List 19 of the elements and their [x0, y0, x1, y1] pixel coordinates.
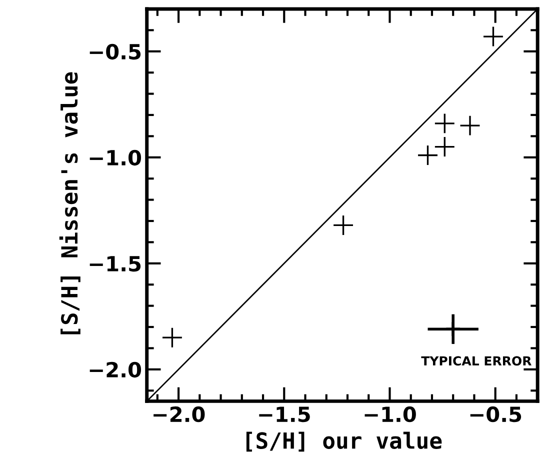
- x-tick-label: −1.0: [364, 406, 416, 422]
- point: [162, 327, 183, 348]
- point: [434, 112, 456, 134]
- point: [417, 144, 438, 166]
- point: [332, 214, 354, 236]
- y-axis-title: [S/H] Nissen's value: [59, 72, 80, 334]
- x-tick-label: −0.5: [470, 406, 522, 422]
- x-tick-label: −1.5: [259, 406, 310, 422]
- point: [434, 136, 456, 158]
- y-tick-label: −0.5: [90, 44, 141, 60]
- y-tick-label: −1.5: [90, 256, 141, 272]
- annotation: TYPICAL ERROR: [421, 356, 532, 366]
- point: [459, 115, 481, 136]
- x-axis-title: [S/H] our value: [246, 432, 442, 452]
- point: [444, 320, 462, 338]
- y-tick-label: −2.0: [90, 362, 142, 378]
- x-tick-label: −2.0: [154, 406, 205, 422]
- y-tick-label: −1.0: [90, 150, 142, 166]
- point: [482, 26, 504, 48]
